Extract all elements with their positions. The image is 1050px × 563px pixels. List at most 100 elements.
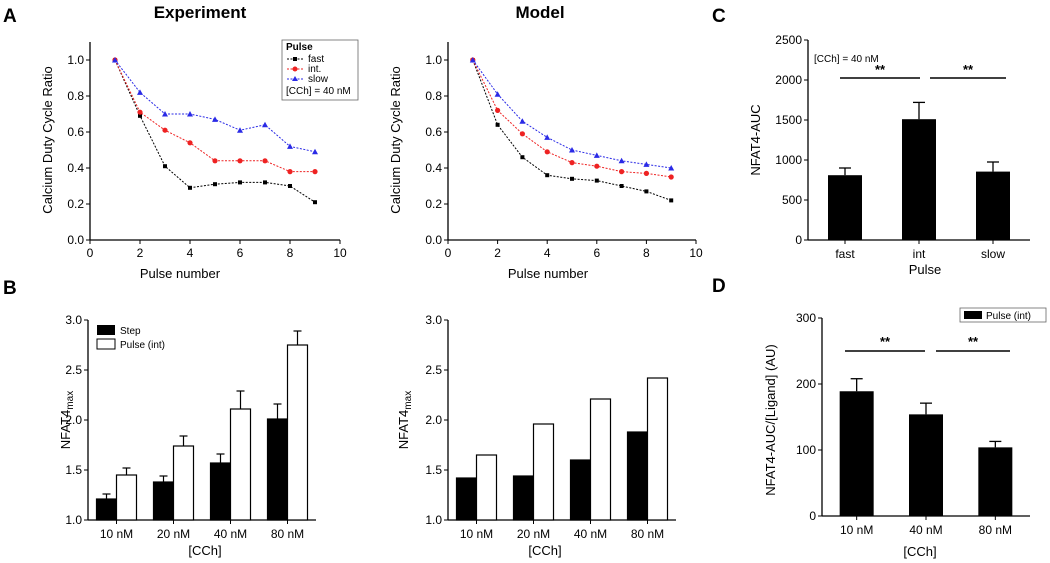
data-point-fast bbox=[619, 184, 624, 188]
data-point-fast bbox=[138, 113, 142, 118]
bar-step bbox=[152, 481, 175, 521]
y-tick-label: 2000 bbox=[775, 73, 802, 87]
x-tick-label: 20 nM bbox=[157, 527, 190, 541]
series-line-slow bbox=[472, 59, 672, 169]
bar-step bbox=[95, 498, 118, 521]
data-point-slow bbox=[494, 91, 501, 97]
bar-step bbox=[266, 418, 289, 521]
data-point-int bbox=[594, 163, 600, 169]
y-tick-label: 2.5 bbox=[425, 363, 442, 377]
y-tick-label: 1.0 bbox=[67, 53, 84, 67]
data-point-slow bbox=[187, 111, 193, 117]
bar bbox=[978, 447, 1013, 516]
legend: Pulse fast int. slow [CCh] = 40 nM bbox=[281, 39, 359, 101]
data-point-int bbox=[668, 174, 674, 180]
data-point-int bbox=[262, 158, 268, 164]
bar bbox=[976, 171, 1010, 240]
y-tick-label: 0 bbox=[809, 509, 816, 523]
chart-nfat4-auc: NFAT4-AUC Pulse [CCh] = 40 nM ** ** 0 500… bbox=[748, 33, 1030, 277]
y-axis-label: NFAT4max bbox=[396, 391, 414, 449]
x-tick-label: fast bbox=[835, 247, 855, 261]
y-tick-label: 1.5 bbox=[65, 463, 82, 477]
x-tick-label: 8 bbox=[643, 246, 650, 260]
x-tick-label: 80 nM bbox=[979, 523, 1012, 537]
x-tick-label: slow bbox=[981, 247, 1005, 261]
legend-label-step: Step bbox=[120, 326, 141, 337]
y-tick-label: 0.0 bbox=[425, 233, 442, 247]
bar bbox=[839, 391, 874, 516]
x-tick-label: 10 nM bbox=[100, 527, 133, 541]
data-point-slow bbox=[618, 157, 625, 164]
y-tick-label: 2500 bbox=[775, 33, 802, 47]
data-point-slow bbox=[519, 118, 526, 124]
data-point-slow bbox=[287, 143, 293, 149]
chart-title: Model bbox=[515, 3, 564, 22]
data-point-slow bbox=[162, 111, 168, 117]
data-point-fast bbox=[188, 185, 192, 190]
bar bbox=[902, 119, 936, 240]
significance-mark-2: ** bbox=[968, 334, 979, 349]
data-point-slow bbox=[469, 57, 476, 63]
data-point-fast bbox=[288, 184, 292, 188]
data-point-int bbox=[519, 131, 526, 137]
bar-pulse bbox=[172, 445, 195, 521]
x-tick-label: int bbox=[913, 247, 926, 261]
data-point-slow bbox=[312, 148, 318, 155]
x-tick-label: 0 bbox=[87, 246, 94, 260]
y-axis-label: NFAT4-AUC bbox=[748, 104, 763, 175]
data-point-fast bbox=[263, 180, 267, 185]
data-point-int bbox=[137, 109, 143, 115]
data-point-int bbox=[569, 160, 575, 166]
legend-label-int: int. bbox=[308, 64, 321, 75]
series-line-int bbox=[472, 59, 672, 178]
legend-swatch-pulse bbox=[964, 311, 982, 319]
y-tick-label: 1.0 bbox=[65, 513, 82, 527]
x-tick-label: 6 bbox=[237, 246, 244, 260]
bar-pulse bbox=[532, 423, 555, 521]
concentration-annotation: [CCh] = 40 nM bbox=[814, 54, 879, 65]
x-axis-label: [CCh] bbox=[528, 543, 561, 558]
x-tick-label: 10 nM bbox=[840, 523, 873, 537]
data-point-slow bbox=[593, 152, 600, 158]
data-point-slow bbox=[262, 121, 268, 128]
bar-step bbox=[209, 462, 232, 521]
data-point-int bbox=[619, 169, 625, 175]
y-axis-label: Calcium Duty Cycle Ratio bbox=[388, 66, 403, 213]
bar-step bbox=[455, 477, 478, 521]
data-point-int bbox=[212, 158, 218, 164]
legend-swatch-pulse bbox=[96, 338, 116, 350]
x-tick-label: 10 nM bbox=[460, 527, 493, 541]
data-point-slow bbox=[544, 134, 551, 140]
data-point-int bbox=[544, 149, 550, 155]
bar-pulse bbox=[475, 454, 498, 521]
x-tick-label: 40 nM bbox=[909, 523, 942, 537]
data-point-slow bbox=[569, 147, 575, 153]
legend: Step Pulse (int) bbox=[96, 325, 165, 351]
data-point-slow bbox=[237, 127, 243, 133]
x-tick-label: 10 bbox=[333, 246, 347, 260]
data-point-fast bbox=[594, 178, 599, 183]
legend-marker-fast bbox=[293, 57, 297, 61]
panel-letter-d: D bbox=[712, 276, 726, 297]
data-point-int bbox=[287, 169, 293, 175]
bar-step bbox=[569, 459, 592, 521]
y-tick-label: 0.0 bbox=[67, 233, 84, 247]
y-tick-label: 300 bbox=[796, 311, 816, 325]
data-point-int bbox=[495, 107, 501, 113]
bar-pulse bbox=[646, 377, 669, 521]
x-axis-label: Pulse number bbox=[140, 266, 221, 281]
data-point-slow bbox=[643, 161, 650, 167]
bar-pulse bbox=[115, 474, 138, 521]
chart-experiment: Experiment Calcium Duty Cycle Ratio Puls… bbox=[40, 3, 359, 281]
y-tick-label: 0 bbox=[795, 233, 802, 247]
bar-pulse bbox=[286, 344, 309, 521]
data-point-fast bbox=[163, 164, 167, 169]
data-point-slow bbox=[137, 89, 143, 95]
x-tick-label: 2 bbox=[137, 246, 144, 260]
y-axis-label-main: NFAT4 bbox=[58, 410, 73, 450]
chart-nfat4-auc-ligand: NFAT4-AUC/[Ligand] (AU) [CCh] Pulse (int… bbox=[763, 307, 1047, 559]
x-tick-label: 80 nM bbox=[271, 527, 304, 541]
bar-step bbox=[626, 431, 649, 521]
significance-mark-2: ** bbox=[963, 62, 974, 77]
legend-title: Pulse bbox=[286, 42, 313, 53]
